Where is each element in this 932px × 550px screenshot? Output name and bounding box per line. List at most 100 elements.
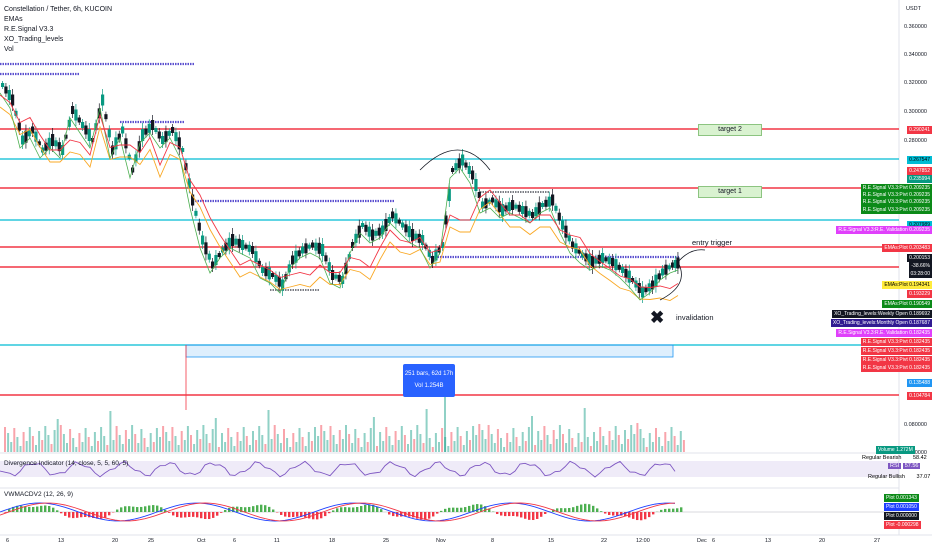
volume-bar <box>335 444 338 452</box>
candle-body <box>551 194 555 206</box>
entry-trigger-label[interactable]: entry trigger <box>692 238 733 247</box>
volume-bar <box>676 445 679 452</box>
candle-body <box>87 129 91 141</box>
indicator-xo-levels[interactable]: XO_Trading_levels <box>4 36 64 43</box>
invalidation-x-icon[interactable]: ✖ <box>650 308 665 327</box>
volume-bar <box>174 436 177 452</box>
symbol-title[interactable]: Constellation / Tether, 6h, KUCOIN <box>4 6 113 13</box>
volume-bar <box>397 440 400 452</box>
candle-body <box>231 234 235 246</box>
candle-body <box>101 94 105 106</box>
time-tick: 6 <box>712 538 716 544</box>
candle-body <box>187 178 191 189</box>
macd-hist <box>680 507 683 512</box>
volume-bar <box>180 431 183 452</box>
time-tick: 18 <box>329 538 336 544</box>
invalidation-label[interactable]: invalidation <box>676 313 714 322</box>
macd-hist <box>456 507 459 512</box>
measure-tooltip[interactable]: 251 bars, 62d 17h Vol 1.254B <box>403 364 455 397</box>
volume-bar <box>341 439 344 452</box>
macd-hist <box>288 512 291 518</box>
time-tick: 11 <box>274 538 280 544</box>
indicator-ema[interactable]: EMAs <box>4 16 23 23</box>
candle-body <box>114 137 118 150</box>
macd-hist <box>116 509 119 512</box>
macd-hist <box>372 504 375 512</box>
candle-body <box>676 257 680 269</box>
price-tag: R.E.Signal V3.3:Pivt 0.209235 <box>860 206 932 214</box>
candle-body <box>4 86 8 94</box>
macd-hist <box>536 512 539 519</box>
rsi-bearish-label: Regular Bearish <box>862 455 902 461</box>
volume-bar <box>630 425 633 452</box>
volume-bar <box>205 434 208 452</box>
macd-hist <box>360 506 363 512</box>
volume-bar <box>639 429 642 452</box>
candle-body <box>561 220 565 230</box>
volume-bar <box>400 426 403 452</box>
candle-body <box>487 199 491 204</box>
macd-panel-title[interactable]: VWMACDV2 (12, 26, 9) <box>4 491 73 498</box>
candle-body <box>531 212 535 218</box>
macd-hist <box>136 507 139 512</box>
macd-hist <box>640 512 643 521</box>
macd-hist <box>432 512 435 517</box>
volume-bar <box>121 444 124 452</box>
volume-bar <box>28 427 31 452</box>
volume-bar <box>289 447 292 452</box>
target-1-box[interactable]: target 1 <box>698 186 762 198</box>
price-tag: R.E.Signal V3.3:R.E. Validation 0.182435 <box>836 329 932 337</box>
macd-hist <box>368 504 371 512</box>
volume-bar <box>115 426 118 452</box>
macd-hist <box>76 512 79 518</box>
macd-hist <box>500 512 503 516</box>
macd-hist <box>188 512 191 517</box>
volume-bar <box>35 445 37 452</box>
macd-hist <box>420 512 423 520</box>
volume-bar <box>481 430 484 452</box>
time-tick: 6 <box>233 538 237 544</box>
price-tick: 0.300000 <box>904 109 927 115</box>
macd-hist <box>56 510 59 512</box>
volume-bar <box>667 441 670 452</box>
rsi-panel-title[interactable]: Divergence Indicator (14, close, 5, 5, 6… <box>4 460 129 467</box>
macd-hist <box>668 508 671 512</box>
volume-bar <box>332 435 335 452</box>
volume-bar <box>230 437 233 452</box>
candle-body <box>491 197 495 203</box>
volume-bar <box>407 444 409 452</box>
macd-hist <box>504 512 507 517</box>
target-2-box[interactable]: target 2 <box>698 124 762 136</box>
macd-hist <box>220 512 223 513</box>
candle-body <box>357 225 361 238</box>
macd-hist <box>120 507 123 512</box>
candle-body <box>261 267 265 273</box>
candle-body <box>654 274 658 287</box>
currency-label[interactable]: USDT <box>906 6 921 12</box>
volume-bar <box>199 439 202 452</box>
candle-body <box>414 233 418 240</box>
volume-bar <box>183 440 186 452</box>
volume-bar <box>236 432 239 452</box>
indicator-re-signal[interactable]: R.E.Signal V3.3 <box>4 26 54 33</box>
volume-bar <box>366 442 369 452</box>
volume-value: 1.272M <box>896 447 913 453</box>
candle-body <box>191 194 195 206</box>
indicator-volume[interactable]: Vol <box>4 46 14 53</box>
macd-hist <box>552 509 555 512</box>
candle-body <box>534 207 538 217</box>
macd-hist <box>52 507 55 512</box>
volume-bar <box>261 435 264 452</box>
time-tick: 12:00 <box>636 538 650 544</box>
macd-hist <box>472 504 475 512</box>
macd-hist <box>28 506 31 512</box>
volume-bar <box>450 432 453 452</box>
macd-hist <box>660 509 663 512</box>
volume-bar <box>645 447 648 452</box>
candle-body <box>224 242 228 251</box>
candle-body <box>204 242 208 255</box>
candle-body <box>277 276 281 287</box>
volume-bar <box>382 441 385 452</box>
candle-body <box>537 202 541 215</box>
